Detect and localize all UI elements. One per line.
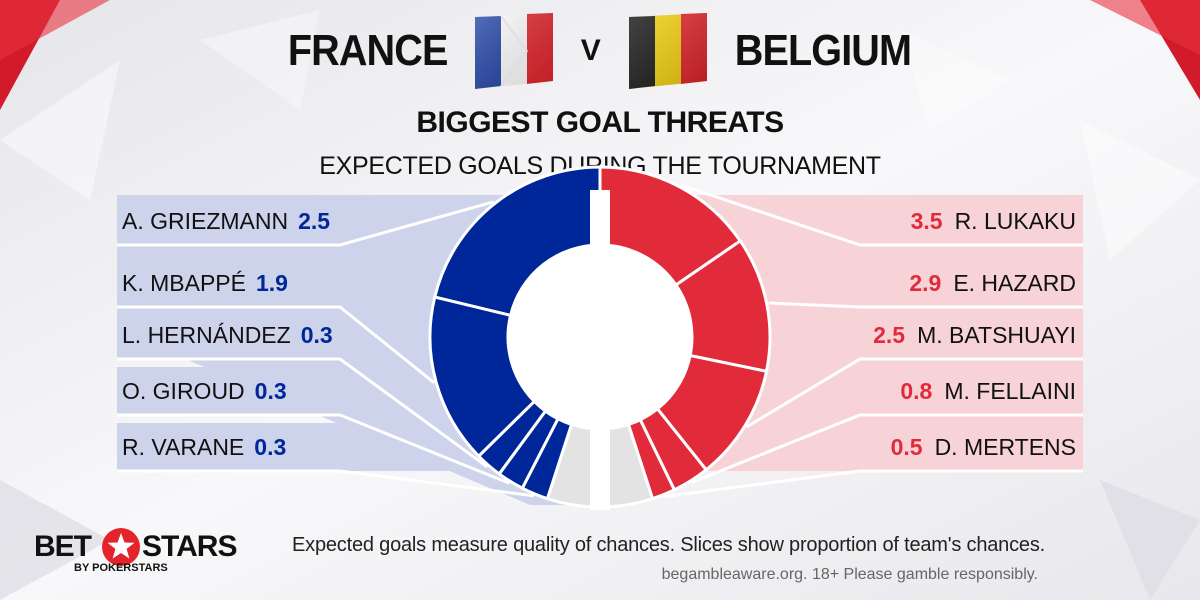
match-header: FRANCE V BELGIUM (0, 8, 1200, 94)
player-name: R. VARANE (122, 433, 245, 460)
xg-value: 1.9 (255, 269, 288, 296)
france-connector (117, 413, 511, 485)
belgium-player-label: 3.5 R. LUKAKU (911, 197, 1076, 245)
belgium-connector (679, 183, 1083, 247)
player-name: L. HERNÁNDEZ (122, 321, 291, 348)
france-connector (117, 357, 489, 469)
france-connector (117, 200, 495, 247)
france-connector (117, 305, 436, 384)
betstars-logo: BET STARS BY POKERSTARS (34, 526, 237, 582)
gambling-disclaimer: begambleaware.org. 18+ Please gamble res… (661, 566, 1038, 583)
xg-value: 2.5 (873, 321, 906, 348)
belgium-player-label: 2.5 M. BATSHUAYI (873, 311, 1076, 359)
xg-value: 0.3 (300, 321, 333, 348)
france-player-label: K. MBAPPÉ 1.9 (122, 259, 288, 307)
belgium-connector (691, 413, 1083, 484)
france-connector (117, 469, 535, 498)
player-name: R. LUKAKU (954, 207, 1076, 234)
belgium-connector (745, 357, 1083, 429)
xg-value: 0.5 (890, 433, 923, 460)
player-name: O. GIROUD (122, 377, 245, 404)
france-player-label: O. GIROUD 0.3 (122, 367, 287, 415)
xg-value: 2.9 (909, 269, 942, 296)
chart-title: BIGGEST GOAL THREATS (416, 106, 784, 139)
player-name: M. BATSHUAYI (917, 321, 1076, 348)
team-left-name: FRANCE (288, 26, 448, 75)
versus-label: V (580, 34, 601, 67)
xg-value: 3.5 (910, 207, 943, 234)
logo-text-bet: BET (34, 530, 92, 563)
xg-value: 0.3 (254, 377, 287, 404)
player-name: D. MERTENS (934, 433, 1076, 460)
france-slice-1 (432, 165, 602, 318)
footnote: Expected goals measure quality of chance… (292, 534, 1045, 556)
france-player-label: A. GRIEZMANN 2.5 (122, 197, 330, 245)
player-name: M. FELLAINI (944, 377, 1076, 404)
france-player-label: R. VARANE 0.3 (122, 423, 286, 471)
center-divider (590, 190, 610, 510)
player-name: A. GRIEZMANN (122, 207, 289, 234)
player-name: K. MBAPPÉ (122, 269, 246, 296)
france-flag-icon (474, 13, 553, 89)
belgium-player-label: 2.9 E. HAZARD (909, 259, 1076, 307)
logo-text-stars: STARS (142, 530, 237, 563)
xg-value: 0.8 (900, 377, 933, 404)
belgium-flag-icon (628, 13, 707, 89)
xg-value: 0.3 (254, 433, 287, 460)
player-name: E. HAZARD (953, 269, 1076, 296)
team-right-name: BELGIUM (734, 26, 912, 75)
belgium-connector (768, 301, 1083, 309)
xg-value: 2.5 (298, 207, 331, 234)
belgium-player-label: 0.8 M. FELLAINI (900, 367, 1076, 415)
logo-subtext: BY POKERSTARS (74, 562, 168, 574)
belgium-player-label: 0.5 D. MERTENS (891, 423, 1076, 471)
belgium-connector (664, 469, 1083, 498)
france-player-label: L. HERNÁNDEZ 0.3 (122, 311, 333, 359)
star-icon (102, 528, 140, 566)
